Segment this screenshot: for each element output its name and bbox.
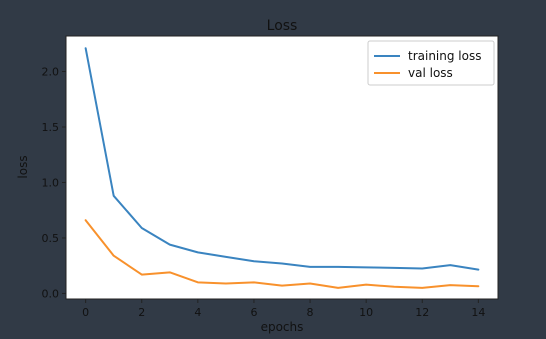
x-tick-label: 0 — [82, 306, 89, 319]
x-axis-label: epochs — [261, 320, 304, 334]
x-axis-ticks: 0 2 4 6 8 10 12 14 — [82, 299, 485, 319]
val-loss-line — [84, 219, 480, 289]
chart-title: Loss — [267, 18, 298, 34]
y-tick-label: 1.0 — [42, 176, 60, 189]
x-tick-label: 12 — [415, 306, 429, 319]
series-layer — [84, 47, 480, 289]
x-tick-label: 2 — [138, 306, 145, 319]
legend-label-training: training loss — [408, 49, 481, 63]
y-axis-label: loss — [16, 155, 30, 178]
legend-label-val: val loss — [408, 66, 453, 80]
legend: training loss val loss — [367, 40, 495, 86]
x-tick-label: 10 — [359, 306, 373, 319]
x-tick-label: 8 — [307, 306, 314, 319]
y-tick-label: 0.0 — [42, 287, 60, 300]
training-loss-line — [84, 47, 480, 271]
x-tick-label: 6 — [250, 306, 257, 319]
x-tick-label: 14 — [471, 306, 485, 319]
x-tick-label: 4 — [194, 306, 201, 319]
y-tick-label: 1.5 — [42, 121, 60, 134]
y-axis-ticks: 0.0 0.5 1.0 1.5 2.0 — [42, 66, 66, 300]
y-tick-label: 0.5 — [42, 232, 60, 245]
y-tick-label: 2.0 — [42, 66, 60, 79]
